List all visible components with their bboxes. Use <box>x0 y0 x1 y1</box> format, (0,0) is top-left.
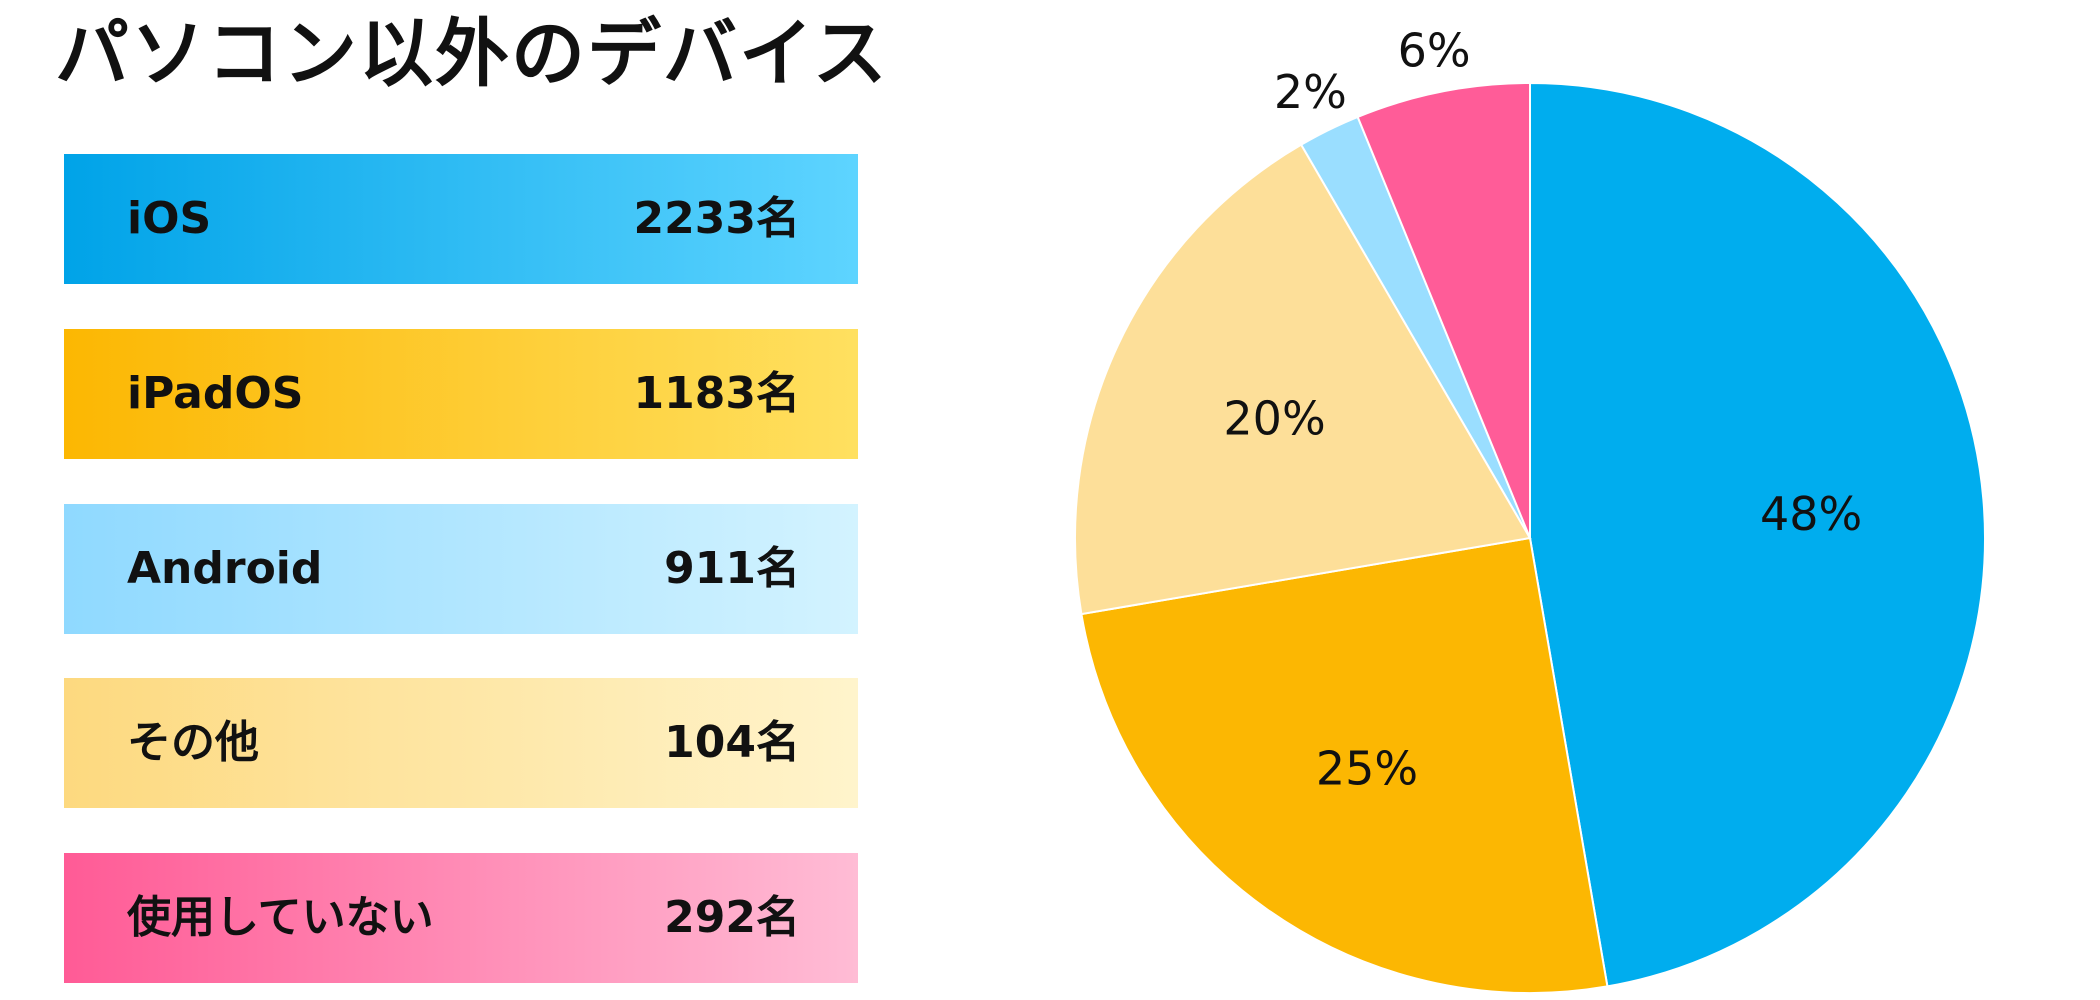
slice-percent-label: 6% <box>1398 23 1471 77</box>
legend-item-android: Android 911名 <box>64 504 858 634</box>
legend-count: 104名 <box>664 717 800 768</box>
legend-item-other: その他 104名 <box>64 678 858 808</box>
page-title: パソコン以外のデバイス <box>55 11 889 97</box>
pie-slice <box>1074 143 1532 616</box>
slice-percent-label: 2% <box>1274 65 1347 119</box>
pie-slice <box>1529 81 1986 988</box>
pie-chart: 48% 25% 20% 2% 6% <box>1074 23 1986 994</box>
slice-percent-label: 48% <box>1760 487 1862 541</box>
pie-slice <box>1356 81 1531 539</box>
legend-label: Android <box>127 543 323 594</box>
legend-count: 2233名 <box>633 193 800 244</box>
legend-item-ipados: iPadOS 1183名 <box>64 329 858 459</box>
pie-chart-container: 48% 25% 20% 2% 6% <box>1040 0 2100 1000</box>
legend-label: その他 <box>127 717 259 768</box>
legend-label: iPadOS <box>127 368 304 419</box>
slice-percent-label: 25% <box>1316 741 1418 795</box>
legend-label: 使用していない <box>127 892 434 943</box>
legend-label: iOS <box>127 193 212 244</box>
legend-count: 911名 <box>664 543 800 594</box>
legend-count: 1183名 <box>633 368 800 419</box>
legend-item-ios: iOS 2233名 <box>64 154 858 284</box>
legend-count: 292名 <box>664 892 800 943</box>
pie-slice <box>1080 536 1609 994</box>
legend-item-not-used: 使用していない 292名 <box>64 853 858 983</box>
slice-percent-label: 20% <box>1223 391 1325 445</box>
